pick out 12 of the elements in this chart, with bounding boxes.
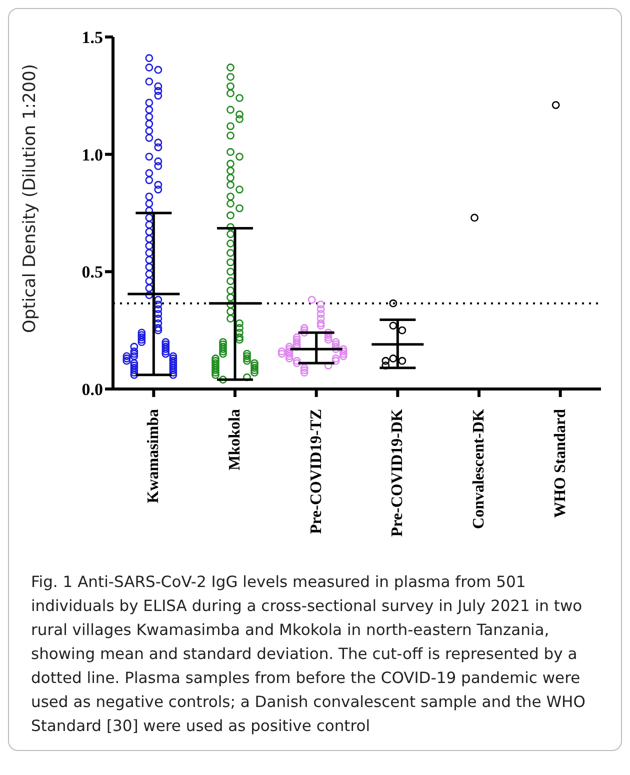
y-axis-title: Optical Density (Dilution 1:200) [20,64,40,333]
caption: Fig. 1 Anti-SARS-CoV-2 IgG levels measured in plasma from 501 individuals by ELISA during a cross-sectional survey in July 2021 in two rural villages Kwamasimba and Mkokola in north-eastern Tanzania, showing mean and standard deviation. The cut-off is represented by a dotted line. Plasma samples from before the COVID-19 pandemic were used as negative controls; a Danish convalescent sample and the WHO Standard [30] were used as positive control [31,572,586,737]
x-tick-label: Convalescent-DK [470,408,488,529]
x-tick-label: WHO Standard [552,408,569,518]
y-tick-label: 0.0 [82,380,103,400]
x-tick-label: Mkokola [226,409,244,470]
x-tick-label: Pre-COVID19-TZ [308,409,325,534]
y-tick-label: 0.5 [82,262,103,282]
y-tick-label: 1.5 [82,28,103,48]
y-tick-label: 1.0 [82,145,103,164]
x-tick-label: Pre-COVID19-DK [389,408,406,537]
x-tick-label: Kwamasimba [145,409,162,504]
